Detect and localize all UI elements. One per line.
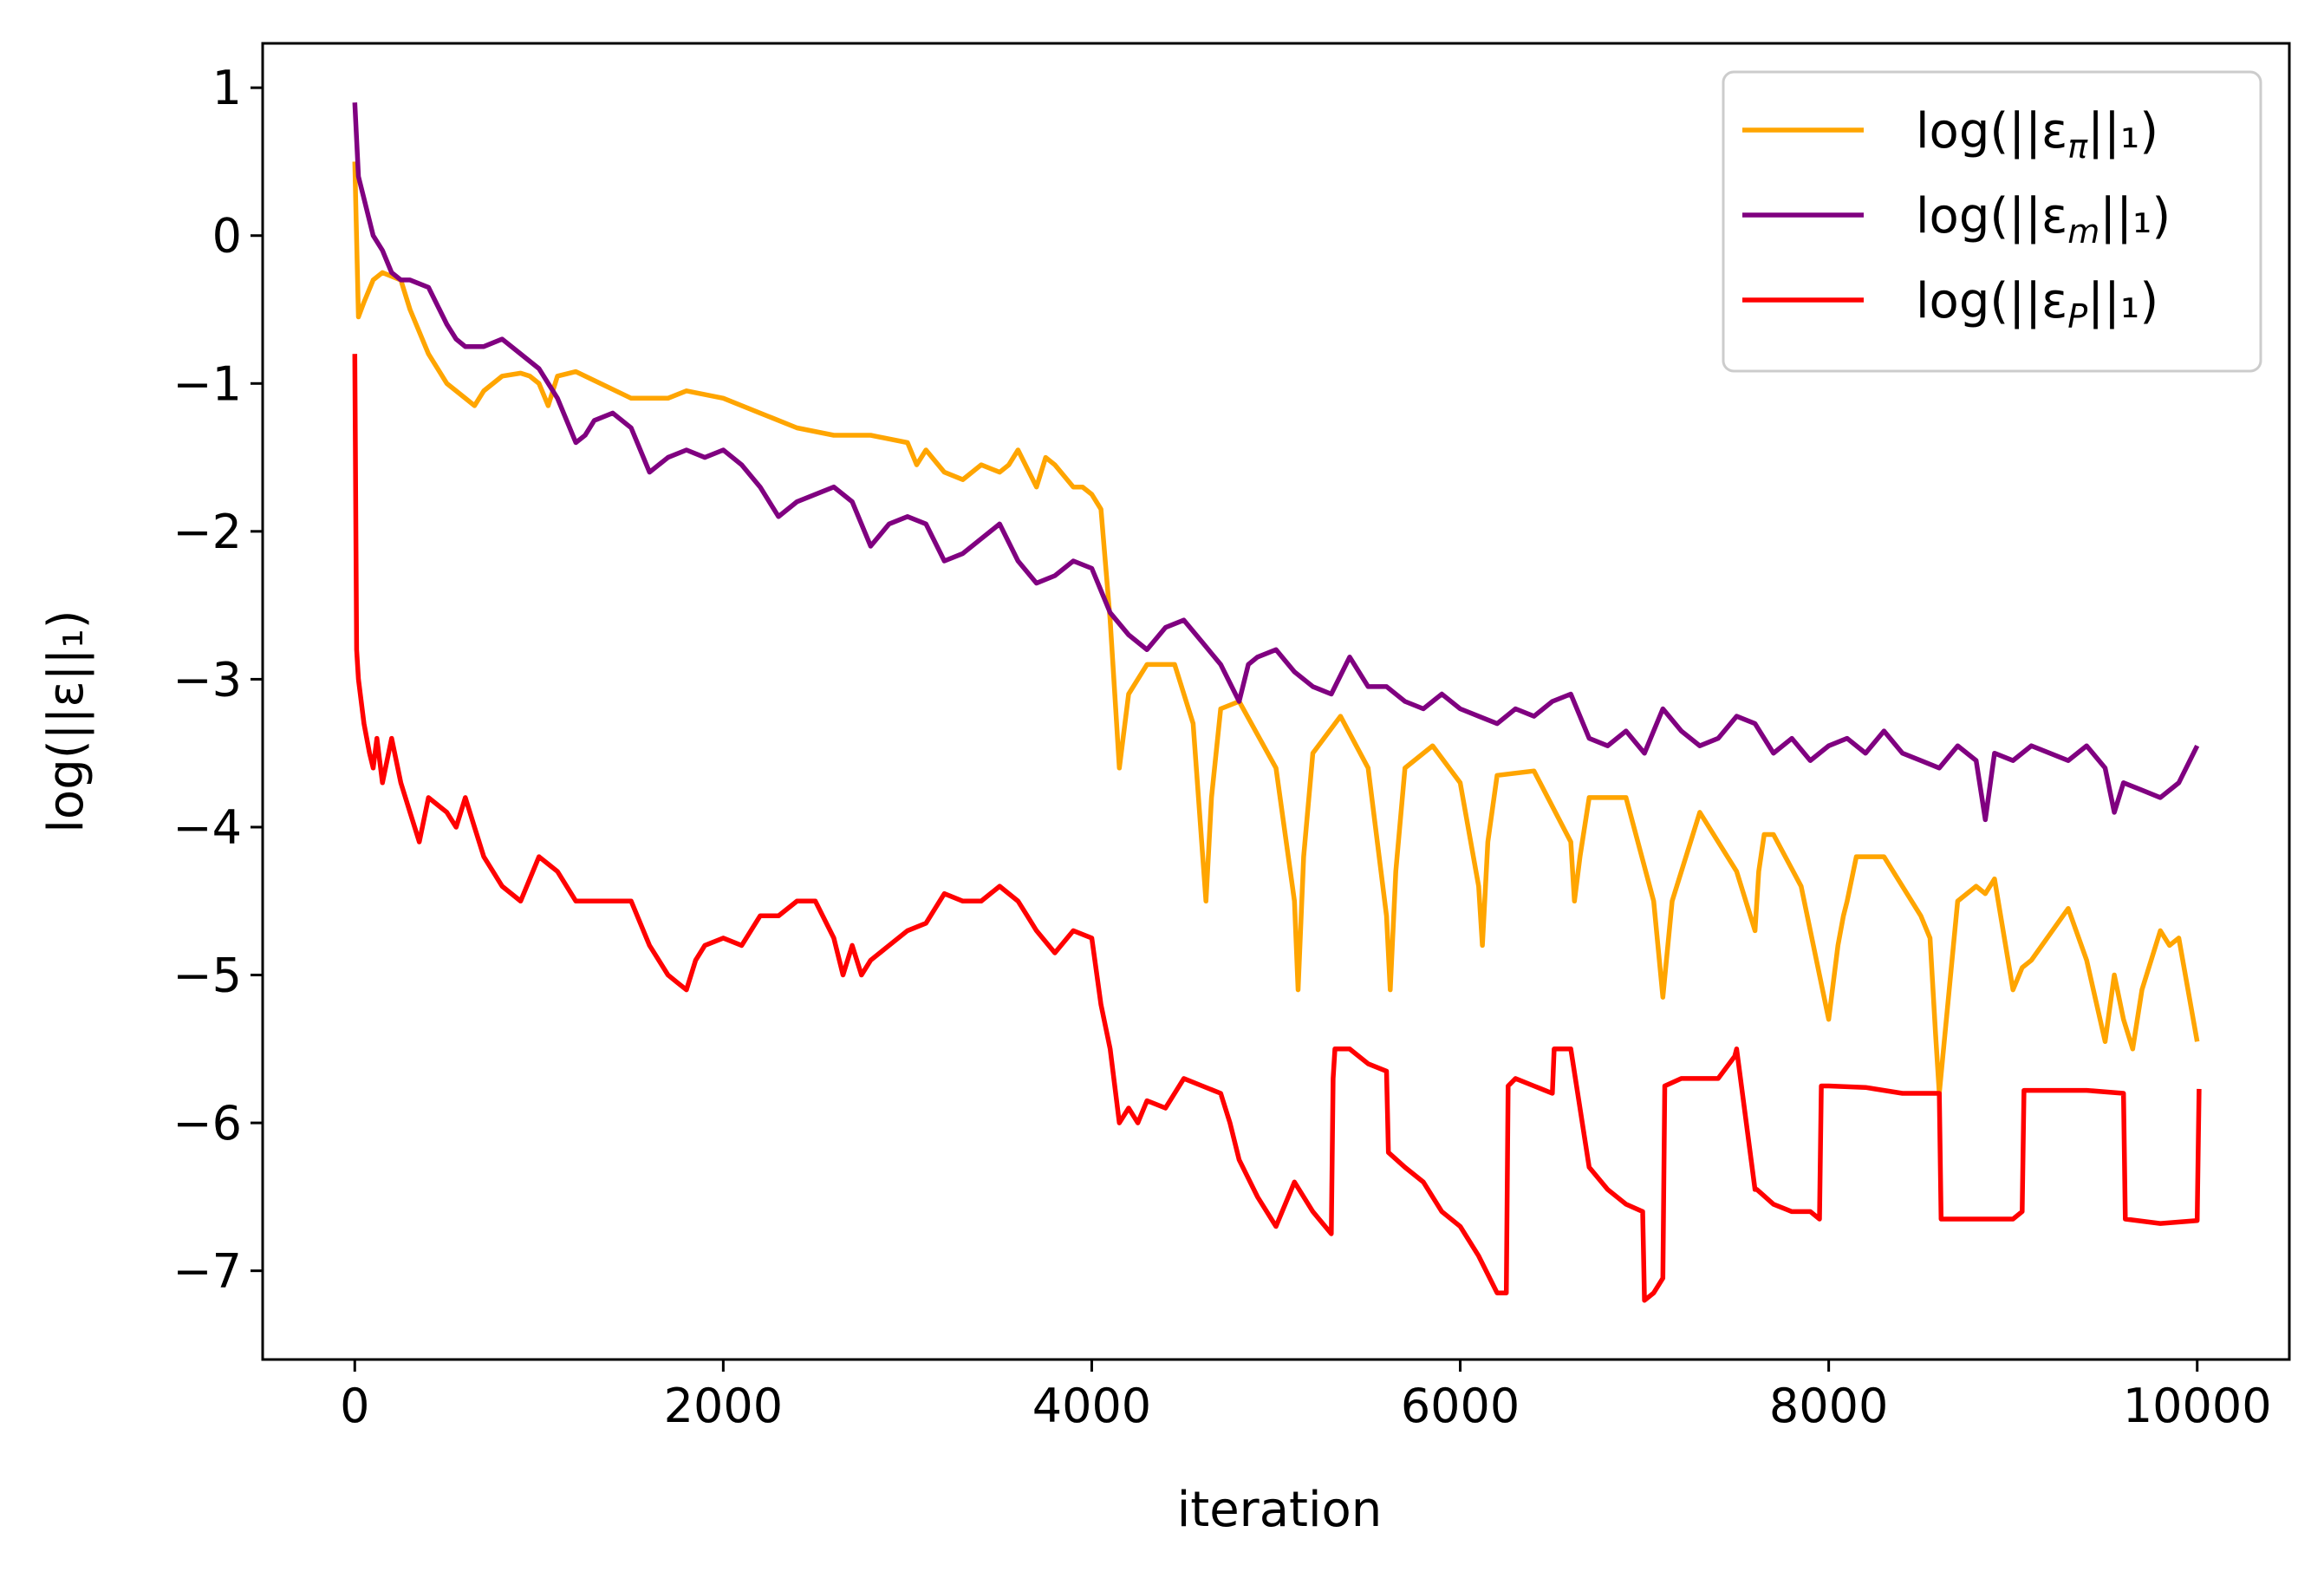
y-tick-label: 1: [212, 61, 242, 115]
legend: log(||επ||₁) log(||εm||₁) log(||εP||₁): [1722, 70, 2262, 373]
y-axis-label: log(||ε||₁): [38, 610, 94, 832]
y-tick-label: −5: [173, 949, 242, 1003]
x-axis-ticks: 0 2000 4000 6000 8000 10000: [340, 1360, 2272, 1433]
series-line-0: [352, 161, 2200, 1096]
x-tick-label: 8000: [1769, 1379, 1888, 1433]
legend-entry-label: log(||εm||₁): [1916, 188, 2171, 251]
y-tick-label: −2: [173, 505, 242, 559]
x-tick-label: 10000: [2123, 1379, 2272, 1433]
y-axis-ticks: 1 0 −1 −2 −3 −4 −5 −6 −7: [173, 61, 263, 1299]
x-tick-label: 2000: [664, 1379, 783, 1433]
y-tick-label: −6: [173, 1096, 242, 1151]
x-axis-label: iteration: [1177, 1482, 1383, 1538]
legend-box: [1722, 70, 2262, 373]
y-tick-label: −4: [173, 800, 242, 855]
x-tick-label: 6000: [1401, 1379, 1520, 1433]
legend-entry-label: log(||εP||₁): [1916, 273, 2158, 336]
y-tick-label: 0: [212, 209, 242, 264]
plot-lines: [352, 102, 2202, 1303]
series-line-2: [352, 354, 2202, 1303]
plot-frame: [261, 42, 2291, 1361]
series-line-1: [352, 102, 2200, 823]
legend-entry-label: log(||επ||₁): [1916, 103, 2158, 166]
y-tick-label: −3: [173, 652, 242, 707]
x-tick-label: 4000: [1032, 1379, 1151, 1433]
y-tick-label: −1: [173, 356, 242, 411]
y-tick-label: −7: [173, 1244, 242, 1299]
x-tick-label: 0: [340, 1379, 369, 1433]
